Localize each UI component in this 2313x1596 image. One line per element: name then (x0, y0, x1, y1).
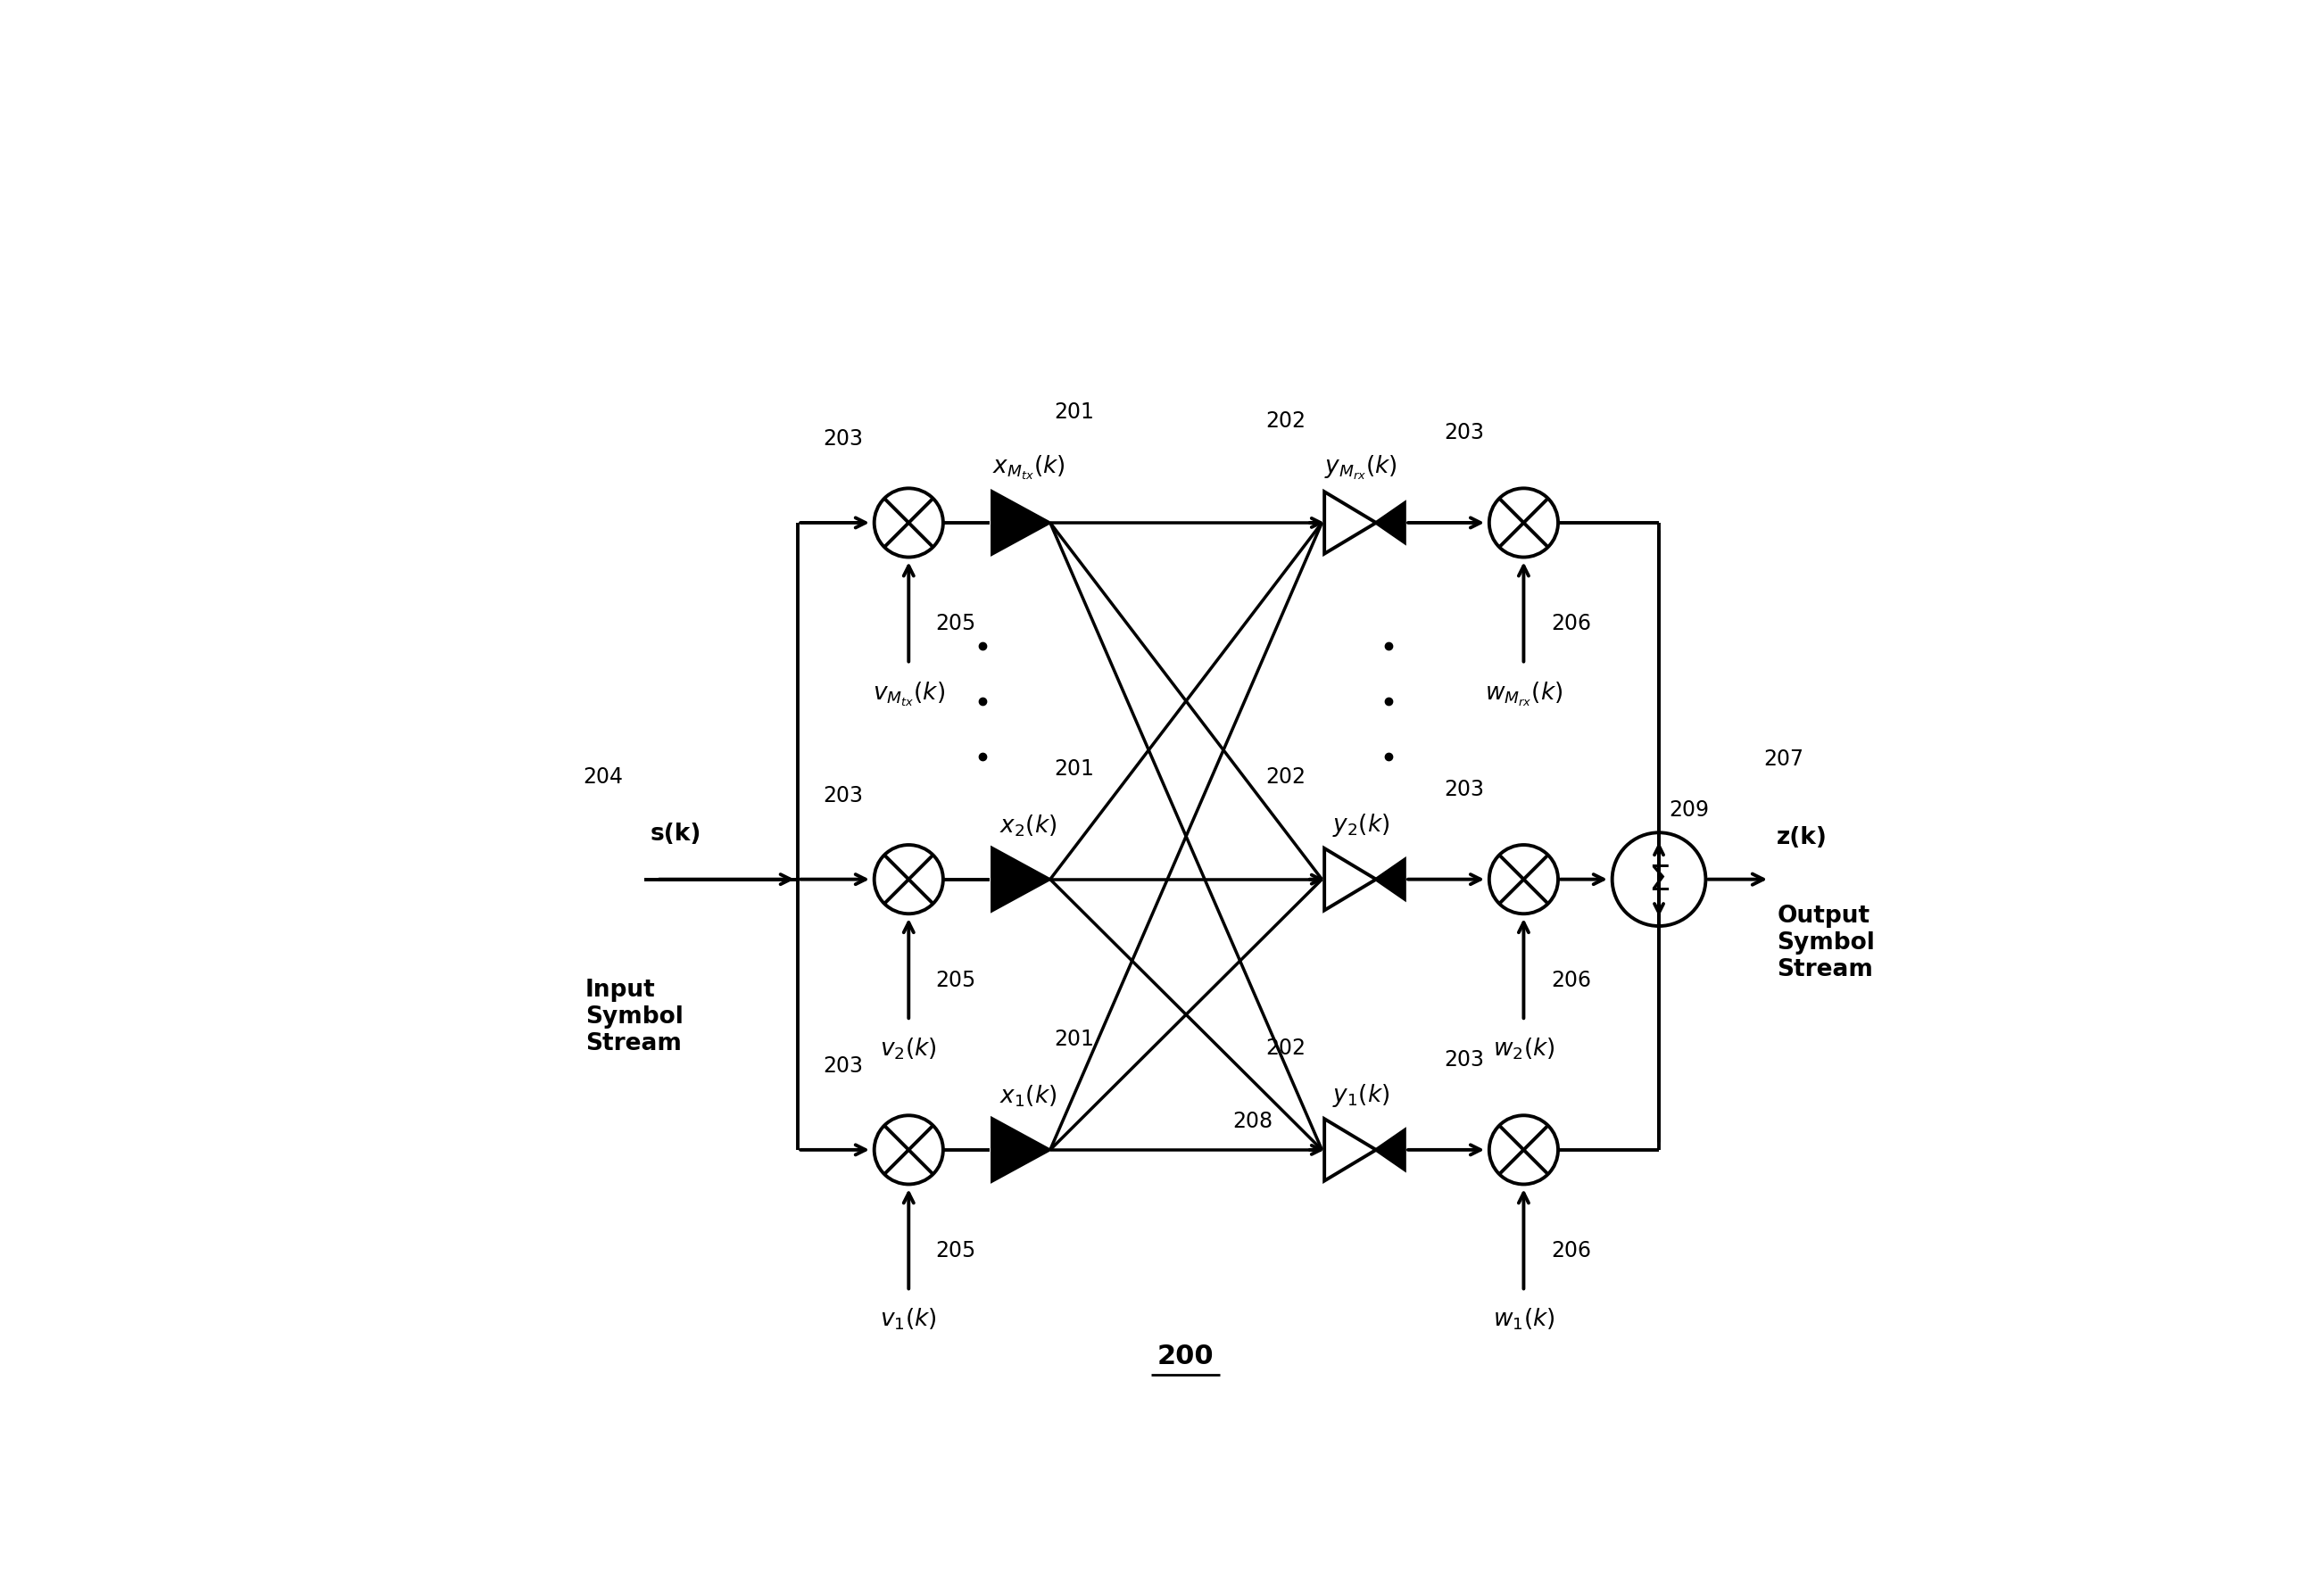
Polygon shape (1376, 504, 1404, 543)
Text: $x_{M_{tx}}(k)$: $x_{M_{tx}}(k)$ (992, 453, 1064, 482)
Text: 205: 205 (937, 969, 976, 990)
Text: $w_2(k)$: $w_2(k)$ (1492, 1036, 1554, 1061)
Polygon shape (992, 1119, 1050, 1181)
Text: $\Sigma$: $\Sigma$ (1649, 863, 1670, 897)
Text: Output
Symbol
Stream: Output Symbol Stream (1776, 905, 1876, 982)
Text: 206: 206 (1550, 1238, 1591, 1261)
Text: 203: 203 (823, 428, 863, 450)
Text: $y_2(k)$: $y_2(k)$ (1332, 811, 1390, 838)
Text: 203: 203 (1443, 1049, 1485, 1071)
Text: 206: 206 (1550, 613, 1591, 634)
Text: $w_1(k)$: $w_1(k)$ (1492, 1306, 1554, 1331)
Text: 203: 203 (823, 1055, 863, 1076)
Text: 204: 204 (583, 766, 622, 787)
Text: z(k): z(k) (1776, 825, 1827, 849)
Text: $x_1(k)$: $x_1(k)$ (999, 1082, 1057, 1108)
Text: 205: 205 (937, 1238, 976, 1261)
Text: 206: 206 (1550, 969, 1591, 990)
Text: $y_{M_{rx}}(k)$: $y_{M_{rx}}(k)$ (1323, 453, 1397, 482)
Text: 205: 205 (937, 613, 976, 634)
Text: 208: 208 (1233, 1111, 1272, 1132)
Polygon shape (1376, 1130, 1404, 1170)
Text: 203: 203 (1443, 421, 1485, 444)
Polygon shape (992, 849, 1050, 911)
Polygon shape (1376, 860, 1404, 899)
Text: 203: 203 (823, 785, 863, 806)
Text: s(k): s(k) (650, 822, 701, 846)
Text: $v_{M_{tx}}(k)$: $v_{M_{tx}}(k)$ (872, 680, 944, 707)
Text: $y_1(k)$: $y_1(k)$ (1332, 1082, 1390, 1108)
Text: 202: 202 (1265, 410, 1307, 431)
Text: 203: 203 (1443, 779, 1485, 800)
Text: $x_2(k)$: $x_2(k)$ (999, 812, 1057, 838)
Text: $w_{M_{rx}}(k)$: $w_{M_{rx}}(k)$ (1485, 680, 1564, 707)
Text: 201: 201 (1055, 1028, 1094, 1049)
Text: 202: 202 (1265, 1036, 1307, 1058)
Text: $v_1(k)$: $v_1(k)$ (881, 1306, 937, 1331)
Text: 207: 207 (1763, 747, 1804, 769)
Text: $v_2(k)$: $v_2(k)$ (881, 1036, 937, 1061)
Text: 201: 201 (1055, 758, 1094, 779)
Text: 209: 209 (1668, 800, 1709, 820)
Text: Input
Symbol
Stream: Input Symbol Stream (585, 978, 682, 1055)
Text: 202: 202 (1265, 766, 1307, 787)
Text: 201: 201 (1055, 401, 1094, 423)
Polygon shape (992, 492, 1050, 554)
Text: 200: 200 (1156, 1342, 1214, 1369)
